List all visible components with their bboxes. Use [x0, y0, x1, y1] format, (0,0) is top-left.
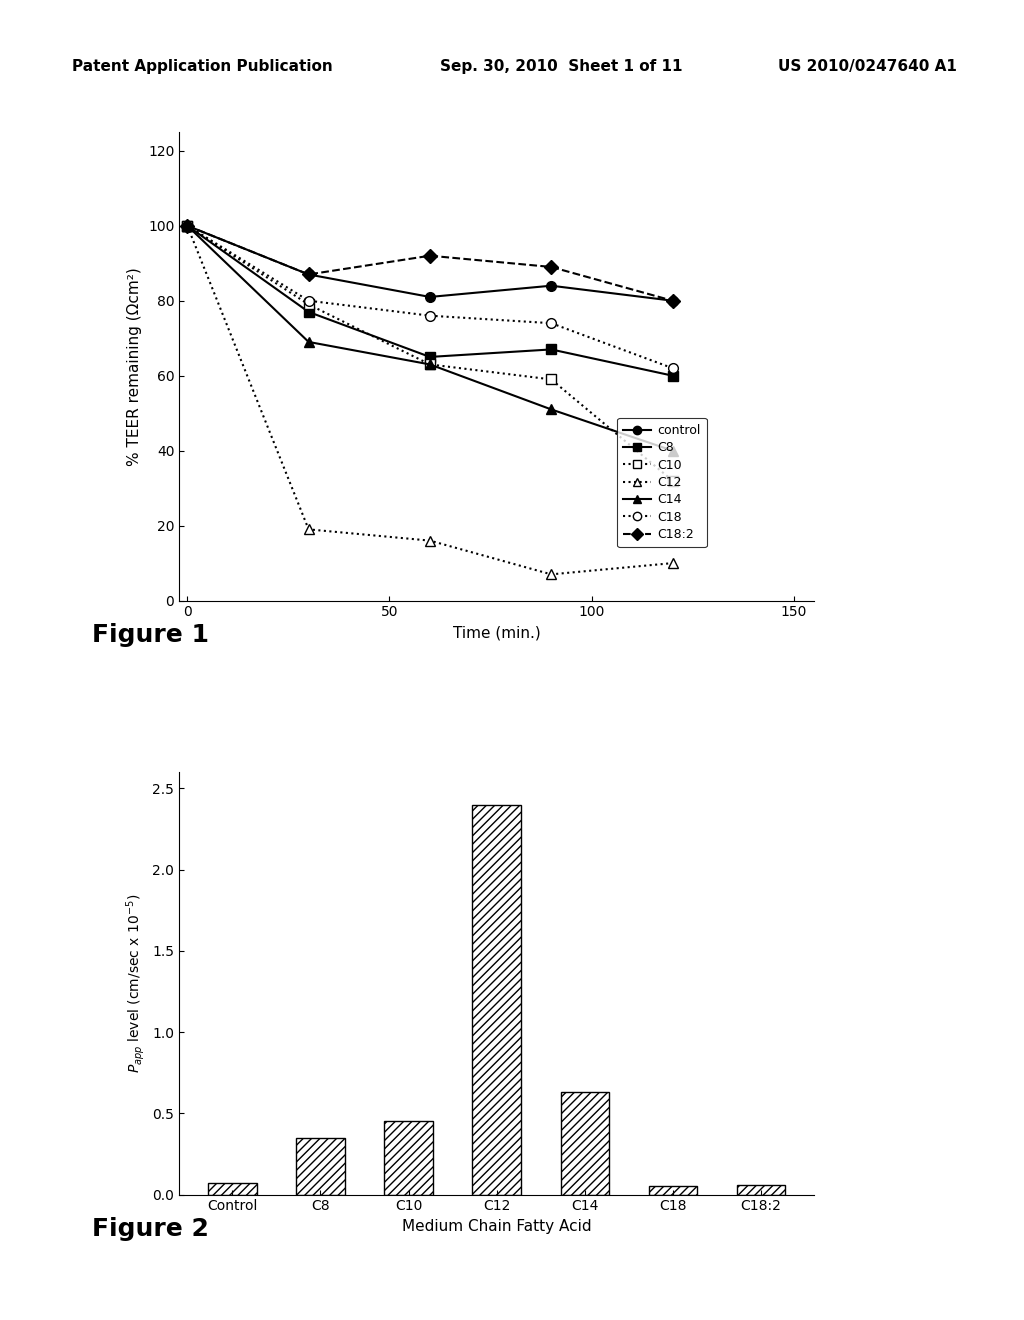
C10	[545, 371, 557, 387]
Legend: control, C8, C10, C12, C14, C18, C18:2: control, C8, C10, C12, C14, C18, C18:2	[617, 417, 707, 548]
C8	[667, 368, 679, 384]
Text: Figure 2: Figure 2	[92, 1217, 209, 1241]
Line: C18:2: C18:2	[182, 220, 678, 305]
Y-axis label: $P_{app}$ level (cm/sec x 10$^{-5}$): $P_{app}$ level (cm/sec x 10$^{-5}$)	[124, 894, 146, 1073]
C18	[424, 308, 436, 323]
C8	[302, 304, 314, 319]
C12	[424, 533, 436, 549]
Line: C12: C12	[182, 220, 678, 579]
C18:2	[181, 218, 194, 234]
C18	[545, 315, 557, 331]
Line: C14: C14	[182, 220, 678, 455]
Text: US 2010/0247640 A1: US 2010/0247640 A1	[778, 59, 957, 74]
Bar	[560, 1092, 609, 1195]
Bar	[648, 1187, 697, 1195]
control	[302, 267, 314, 282]
C8	[545, 342, 557, 358]
Bar	[384, 1122, 433, 1195]
Bar	[472, 805, 521, 1195]
Text: Figure 1: Figure 1	[92, 623, 209, 647]
C18	[302, 293, 314, 309]
C12	[545, 566, 557, 582]
C10	[424, 356, 436, 372]
C12	[667, 556, 679, 572]
C14	[302, 334, 314, 350]
Line: control: control	[182, 220, 678, 305]
X-axis label: Time (min.): Time (min.)	[453, 624, 541, 640]
X-axis label: Medium Chain Fatty Acid: Medium Chain Fatty Acid	[401, 1218, 592, 1234]
Line: C8: C8	[182, 220, 678, 380]
Text: Sep. 30, 2010  Sheet 1 of 11: Sep. 30, 2010 Sheet 1 of 11	[440, 59, 683, 74]
C12	[302, 521, 314, 537]
control	[181, 218, 194, 234]
C18:2	[302, 267, 314, 282]
C14	[667, 442, 679, 458]
C18:2	[667, 293, 679, 309]
C8	[424, 348, 436, 364]
C14	[545, 401, 557, 417]
Text: Patent Application Publication: Patent Application Publication	[72, 59, 333, 74]
C10	[667, 473, 679, 488]
C18	[181, 218, 194, 234]
C18	[667, 360, 679, 376]
C10	[302, 297, 314, 313]
C18:2	[424, 248, 436, 264]
Bar	[736, 1185, 785, 1195]
Bar	[208, 1183, 257, 1195]
Bar	[296, 1138, 345, 1195]
C8	[181, 218, 194, 234]
C10	[181, 218, 194, 234]
C18:2	[545, 259, 557, 275]
C14	[424, 356, 436, 372]
C14	[181, 218, 194, 234]
control	[545, 277, 557, 293]
Line: C10: C10	[182, 220, 678, 486]
Line: C18: C18	[182, 220, 678, 374]
Y-axis label: % TEER remaining (Ωcm²): % TEER remaining (Ωcm²)	[127, 267, 142, 466]
C12	[181, 218, 194, 234]
control	[424, 289, 436, 305]
control	[667, 293, 679, 309]
